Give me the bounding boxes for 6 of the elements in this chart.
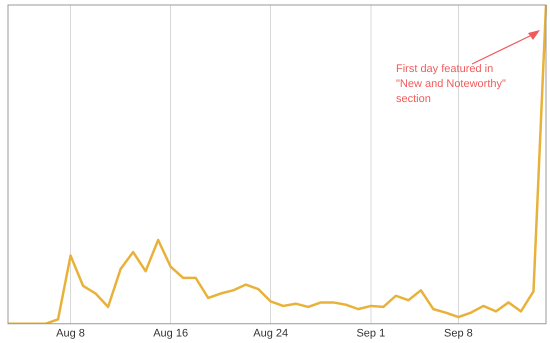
x-tick-label: Aug 8 [56, 327, 85, 340]
annotation: First day featured in "New and Noteworthy" section [396, 62, 507, 107]
x-tick-label: Sep 1 [356, 327, 386, 340]
x-tick-label: Sep 8 [444, 327, 473, 340]
x-tick-label: Aug 24 [253, 327, 288, 340]
x-tick-label: Aug 16 [153, 327, 188, 340]
